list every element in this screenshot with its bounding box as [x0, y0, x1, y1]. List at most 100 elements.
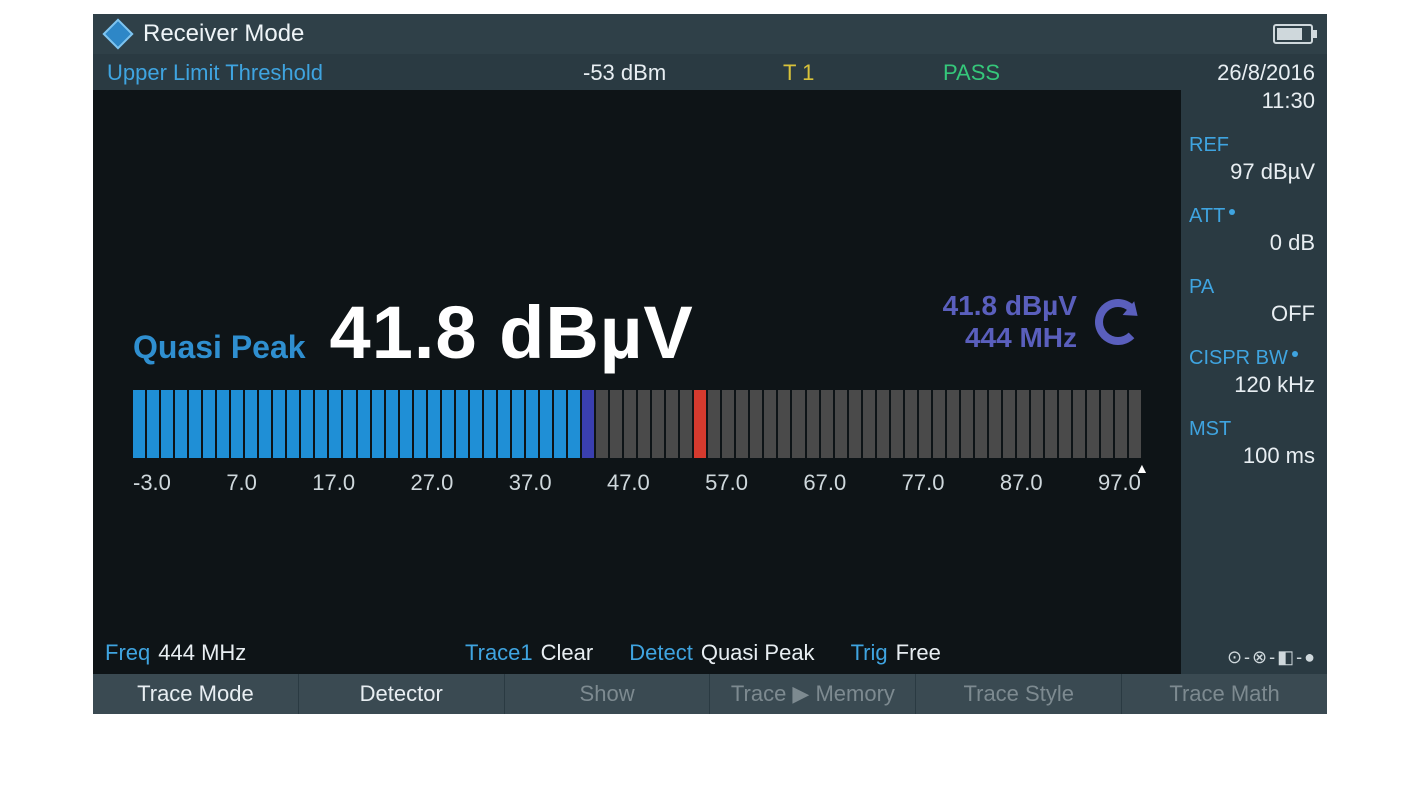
bargraph-segment: [919, 390, 931, 458]
brand-logo-icon: [102, 18, 133, 49]
bargraph-segment: [329, 390, 341, 458]
bargraph-segment: [540, 390, 552, 458]
pass-fail-result: PASS: [943, 60, 1000, 86]
bargraph-segment: [259, 390, 271, 458]
bargraph-segment: [1045, 390, 1057, 458]
limit-value: -53 dBm: [583, 60, 666, 86]
title-bar: Receiver Mode: [93, 14, 1327, 54]
bargraph-segment: [414, 390, 426, 458]
bargraph-segment: [736, 390, 748, 458]
bargraph-segment: [147, 390, 159, 458]
scale-tick: 67.0: [803, 470, 846, 496]
level-bargraph: [133, 390, 1141, 458]
bargraph-segment: [807, 390, 819, 458]
bargraph-segment: [400, 390, 412, 458]
bargraph-segment: [273, 390, 285, 458]
param-bw[interactable]: CISPR BW 120 kHz: [1189, 347, 1315, 398]
measurement-value: 41.8 dBµV: [330, 290, 694, 375]
scale-tick: 77.0: [902, 470, 945, 496]
bargraph-segment: [778, 390, 790, 458]
bargraph-scale: -3.07.017.027.037.047.057.067.077.087.09…: [133, 470, 1141, 496]
bargraph-segment: [708, 390, 720, 458]
bargraph-segment: [1003, 390, 1015, 458]
param-pa-label: PA: [1189, 276, 1315, 299]
bargraph-segment: [1087, 390, 1099, 458]
bargraph-segment: [947, 390, 959, 458]
scale-tick: 17.0: [312, 470, 355, 496]
bargraph-segment: [905, 390, 917, 458]
bargraph-segment: [1073, 390, 1085, 458]
bargraph-segment: [961, 390, 973, 458]
bargraph-segment: [694, 390, 706, 458]
bargraph-segment: [975, 390, 987, 458]
bargraph-segment: [245, 390, 257, 458]
scale-tick: 27.0: [411, 470, 454, 496]
bargraph-segment: [1017, 390, 1029, 458]
bargraph-segment: [1115, 390, 1127, 458]
scale-tick: 87.0: [1000, 470, 1043, 496]
param-pa[interactable]: PA OFF: [1189, 276, 1315, 327]
softkey-bar: Trace ModeDetectorShowTrace ▶ MemoryTrac…: [93, 674, 1327, 714]
status-row: Upper Limit Threshold -53 dBm T 1 PASS: [93, 56, 1327, 90]
measurement-area: Quasi Peak 41.8 dBµV 41.8 dBµV 444 MHz -…: [93, 90, 1181, 674]
softkey-trace-mode[interactable]: Trace Mode: [93, 674, 299, 714]
bargraph-segment: [231, 390, 243, 458]
bargraph-segment: [821, 390, 833, 458]
bargraph-segment: [203, 390, 215, 458]
bargraph-segment: [638, 390, 650, 458]
bargraph-segment: [512, 390, 524, 458]
softkey-trace-memory[interactable]: Trace ▶ Memory: [710, 674, 916, 714]
bargraph-segment: [1101, 390, 1113, 458]
trig-label: Trig: [851, 640, 888, 666]
softkey-detector[interactable]: Detector: [299, 674, 505, 714]
param-ref-value: 97 dBµV: [1189, 159, 1315, 185]
softkey-trace-style[interactable]: Trace Style: [916, 674, 1122, 714]
bargraph-segment: [456, 390, 468, 458]
bargraph-segment: [343, 390, 355, 458]
bargraph-pointer: ▲: [1135, 460, 1149, 476]
freq-value: 444 MHz: [158, 640, 246, 666]
param-att[interactable]: ATT 0 dB: [1189, 205, 1315, 256]
param-pa-value: OFF: [1189, 301, 1315, 327]
bargraph-segment: [666, 390, 678, 458]
trace-value: Clear: [541, 640, 594, 666]
scale-tick: 37.0: [509, 470, 552, 496]
param-bw-label: CISPR BW: [1189, 347, 1315, 370]
side-info-panel: 26/8/2016 11:30 REF 97 dBµV ATT 0 dB PA …: [1181, 56, 1327, 674]
bargraph-segment: [1129, 390, 1141, 458]
param-ref[interactable]: REF 97 dBµV: [1189, 134, 1315, 185]
hold-value: 41.8 dBµV: [943, 290, 1077, 322]
param-mst[interactable]: MST 100 ms: [1189, 418, 1315, 469]
freq-label: Freq: [105, 640, 150, 666]
softkey-trace-math[interactable]: Trace Math: [1122, 674, 1327, 714]
mode-title: Receiver Mode: [143, 20, 304, 48]
trace-label: Trace1: [465, 640, 533, 666]
hold-freq: 444 MHz: [943, 322, 1077, 354]
limit-label: Upper Limit Threshold: [107, 60, 323, 86]
bargraph-segment: [891, 390, 903, 458]
battery-fill: [1277, 28, 1302, 40]
bargraph-segment: [484, 390, 496, 458]
bargraph-segment: [624, 390, 636, 458]
connector-status-icons: ⊙-⊗-◧-●: [1227, 647, 1317, 668]
scale-tick: -3.0: [133, 470, 171, 496]
trig-value: Free: [896, 640, 941, 666]
bargraph-segment: [1059, 390, 1071, 458]
bargraph-segment: [877, 390, 889, 458]
bargraph-segment: [849, 390, 861, 458]
bargraph-segment: [596, 390, 608, 458]
bargraph-segment: [610, 390, 622, 458]
instrument-screen: Receiver Mode Upper Limit Threshold -53 …: [93, 14, 1327, 714]
param-ref-label: REF: [1189, 134, 1315, 157]
bargraph-segment: [554, 390, 566, 458]
param-att-value: 0 dB: [1189, 230, 1315, 256]
bottom-status-line: Freq 444 MHz Trace1 Clear Detect Quasi P…: [105, 640, 1169, 666]
bargraph-segment: [189, 390, 201, 458]
bargraph-segment: [315, 390, 327, 458]
bargraph-segment: [989, 390, 1001, 458]
bargraph-segment: [722, 390, 734, 458]
param-bw-value: 120 kHz: [1189, 372, 1315, 398]
softkey-show[interactable]: Show: [505, 674, 711, 714]
refresh-icon[interactable]: [1095, 299, 1141, 345]
bargraph-segment: [358, 390, 370, 458]
